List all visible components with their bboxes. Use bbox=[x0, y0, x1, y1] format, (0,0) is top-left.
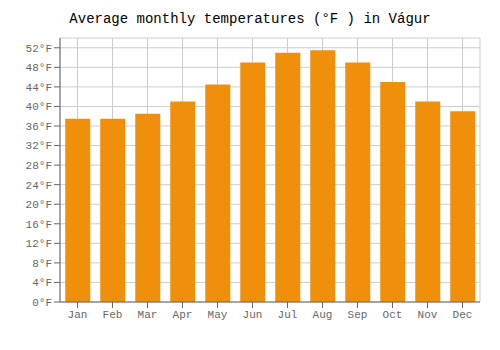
svg-text:Jan: Jan bbox=[68, 309, 88, 321]
svg-text:8°F: 8°F bbox=[32, 258, 52, 270]
svg-text:Jun: Jun bbox=[243, 309, 263, 321]
svg-text:Jul: Jul bbox=[278, 309, 298, 321]
svg-text:44°F: 44°F bbox=[26, 82, 52, 94]
svg-text:48°F: 48°F bbox=[26, 62, 52, 74]
svg-text:Mar: Mar bbox=[138, 309, 158, 321]
svg-text:28°F: 28°F bbox=[26, 160, 52, 172]
svg-text:12°F: 12°F bbox=[26, 238, 52, 250]
svg-text:Oct: Oct bbox=[383, 309, 403, 321]
svg-text:16°F: 16°F bbox=[26, 219, 52, 231]
svg-text:36°F: 36°F bbox=[26, 121, 52, 133]
svg-text:Nov: Nov bbox=[418, 309, 438, 321]
html-text:Average monthly temperatures (: Average monthly temperatures (°F ) in Vá… bbox=[69, 11, 431, 27]
svg-text:Dec: Dec bbox=[453, 309, 473, 321]
svg-text:20°F: 20°F bbox=[26, 199, 52, 211]
svg-text:24°F: 24°F bbox=[26, 180, 52, 192]
svg-text:May: May bbox=[208, 309, 228, 321]
svg-text:Apr: Apr bbox=[173, 309, 193, 321]
svg-text:Feb: Feb bbox=[103, 309, 123, 321]
svg-text:40°F: 40°F bbox=[26, 101, 52, 113]
svg-text:32°F: 32°F bbox=[26, 140, 52, 152]
svg-text:Aug: Aug bbox=[313, 309, 333, 321]
svg-text:0°F: 0°F bbox=[32, 297, 52, 309]
svg-text:4°F: 4°F bbox=[32, 277, 52, 289]
svg-text:52°F: 52°F bbox=[26, 43, 52, 55]
svg-text:Sep: Sep bbox=[348, 309, 368, 321]
